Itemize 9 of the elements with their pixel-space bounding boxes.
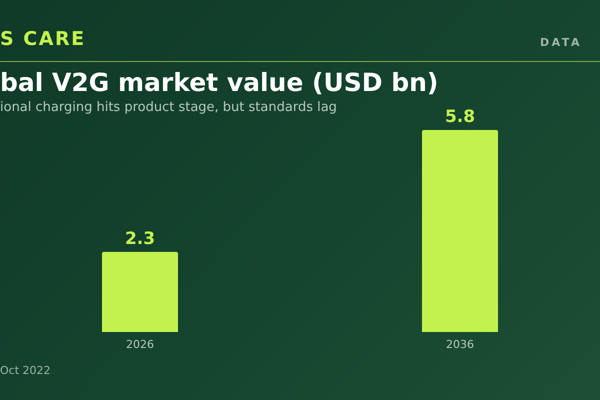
text: DATA	[540, 36, 583, 49]
data-label: 5.8	[444, 107, 476, 127]
data-label: 2.3	[124, 228, 156, 249]
chart-subtitle: ional charging hits product stage, but standards lag	[0, 100, 337, 115]
text: S CARE	[0, 28, 86, 50]
chart-title: bal V2G market value (USD bn)	[0, 68, 438, 97]
text: Oct 2022	[0, 364, 51, 377]
x-tick-label: 2036	[446, 338, 474, 351]
x-tick-label: 2026	[126, 338, 154, 351]
